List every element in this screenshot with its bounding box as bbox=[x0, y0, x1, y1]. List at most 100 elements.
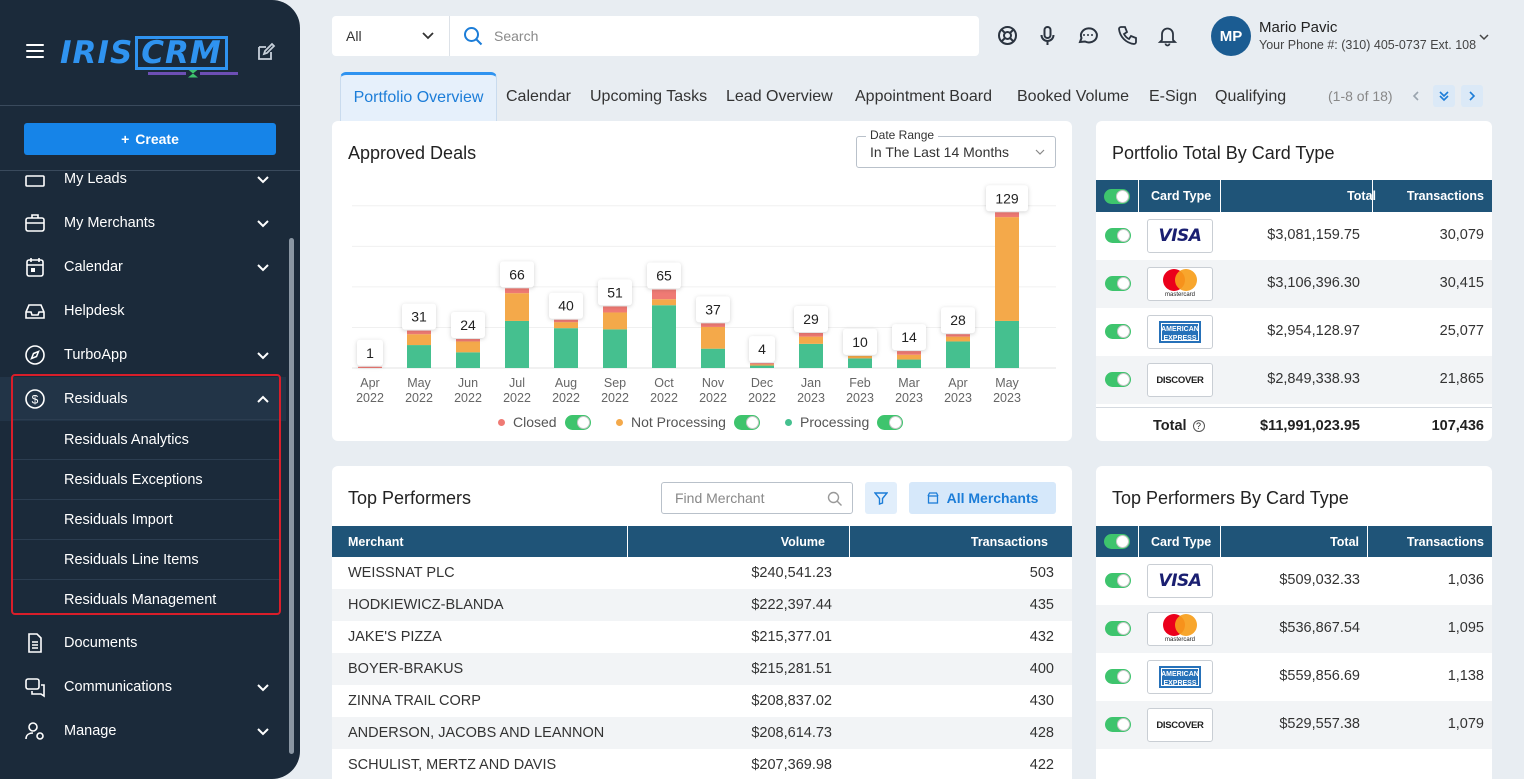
sidebar-item-communications[interactable]: Communications bbox=[0, 665, 286, 709]
sidebar-item-my-merchants[interactable]: My Merchants bbox=[0, 201, 286, 245]
data-label-bg bbox=[549, 292, 583, 319]
data-label-bg bbox=[357, 339, 383, 366]
amex-logo: AMERICAN EXPRESS bbox=[1147, 315, 1213, 349]
tab-qualifying[interactable]: Qualifying bbox=[1215, 88, 1287, 105]
lifebuoy-icon[interactable] bbox=[996, 24, 1019, 47]
sidebar-item-documents[interactable]: Documents bbox=[0, 621, 286, 665]
sidebar-item-residuals[interactable]: $ Residuals bbox=[0, 377, 286, 421]
sidebar-item-my-leads[interactable]: My Leads bbox=[0, 171, 286, 201]
filter-button[interactable] bbox=[865, 482, 897, 514]
search-scope-select[interactable]: All bbox=[332, 16, 450, 56]
bar-segment bbox=[701, 326, 725, 349]
visa-toggle[interactable] bbox=[1105, 573, 1131, 588]
chat-icon[interactable] bbox=[1076, 24, 1099, 47]
sidebar-subitem-residuals-line-items[interactable]: Residuals Line Items bbox=[12, 539, 280, 579]
discover-toggle[interactable] bbox=[1105, 372, 1131, 387]
tabs-prev-button[interactable] bbox=[1405, 85, 1427, 107]
data-label-bg bbox=[749, 336, 775, 363]
sidebar-item-manage[interactable]: Manage bbox=[0, 709, 286, 753]
table-row[interactable]: ANDERSON, JACOBS AND LEANNON $208,614.73 4… bbox=[332, 717, 1072, 749]
tab-upcoming-tasks[interactable]: Upcoming Tasks bbox=[590, 88, 708, 105]
iris-crm-logo[interactable]: IRIS CRM bbox=[60, 33, 228, 73]
sidebar-scrollbar[interactable] bbox=[289, 238, 294, 754]
card-type-row: VISA $3,081,159.75 30,079 bbox=[1096, 212, 1492, 260]
sidebar-item-calendar[interactable]: Calendar bbox=[0, 245, 286, 289]
all-merchants-button[interactable]: All Merchants bbox=[909, 482, 1056, 514]
tab-appointment-board[interactable]: Appointment Board bbox=[855, 88, 992, 105]
table-row[interactable]: BOYER-BRAKUS $215,281.51 400 bbox=[332, 653, 1072, 685]
data-label: 31 bbox=[411, 309, 427, 325]
tab-lead-overview[interactable]: Lead Overview bbox=[726, 88, 833, 105]
sidebar-item-helpdesk[interactable]: Helpdesk bbox=[0, 289, 286, 333]
approved-deals-card: Approved Deals Date Range In The Last 14… bbox=[332, 121, 1072, 441]
create-button[interactable]: + Create bbox=[24, 123, 276, 155]
sidebar-subitem-residuals-management[interactable]: Residuals Management bbox=[12, 579, 280, 619]
data-label-bg bbox=[402, 303, 436, 330]
bar-segment bbox=[505, 288, 529, 294]
amex-toggle[interactable] bbox=[1105, 669, 1131, 684]
data-label: 65 bbox=[656, 268, 672, 284]
not-processing-toggle[interactable] bbox=[733, 414, 760, 430]
chevron-down-icon bbox=[256, 172, 270, 186]
tabs-next-button[interactable] bbox=[1461, 85, 1483, 107]
date-range-select[interactable]: Date Range In The Last 14 Months bbox=[856, 128, 1056, 168]
data-label-bg bbox=[647, 262, 681, 289]
find-merchant-input[interactable] bbox=[675, 483, 825, 513]
x-tick-label-year: 2022 bbox=[601, 391, 629, 405]
legend-closed[interactable]: Closed bbox=[498, 414, 591, 430]
table-row[interactable]: WEISSNAT PLC $240,541.23 503 bbox=[348, 565, 1054, 581]
table-row[interactable]: ZINNA TRAIL CORP $208,837.02 430 bbox=[348, 693, 1054, 709]
discover-toggle[interactable] bbox=[1105, 717, 1131, 732]
residuals-highlight-box bbox=[11, 374, 281, 615]
tab-calendar[interactable]: Calendar bbox=[506, 88, 571, 105]
mastercard-toggle[interactable] bbox=[1105, 276, 1131, 291]
sidebar-subitem-residuals-import[interactable]: Residuals Import bbox=[12, 499, 280, 539]
legend-not-processing[interactable]: Not Processing bbox=[616, 414, 760, 430]
x-tick-label-month: Feb bbox=[849, 376, 871, 390]
x-tick-label-year: 2022 bbox=[650, 391, 678, 405]
tab-e-sign[interactable]: E-Sign bbox=[1149, 88, 1198, 105]
data-label: 1 bbox=[366, 345, 374, 361]
search-input[interactable] bbox=[494, 16, 964, 56]
closed-toggle[interactable] bbox=[564, 414, 591, 430]
visa-toggle[interactable] bbox=[1105, 228, 1131, 243]
filter-icon bbox=[874, 491, 888, 505]
edit-icon[interactable] bbox=[256, 42, 276, 62]
bar-segment bbox=[358, 366, 382, 368]
tab-portfolio-overview[interactable]: Portfolio Overview bbox=[340, 72, 497, 121]
mastercard-toggle[interactable] bbox=[1105, 621, 1131, 636]
avatar[interactable]: MP bbox=[1211, 16, 1251, 56]
sidebar-item-turboapp[interactable]: TurboApp bbox=[0, 333, 286, 377]
amex-toggle[interactable] bbox=[1105, 324, 1131, 339]
tabs-expand-button[interactable] bbox=[1433, 85, 1455, 107]
top-performers-table-header: Merchant Volume Transactions bbox=[332, 526, 1072, 557]
card-type-table-header: Card Type Total Transactions bbox=[1096, 526, 1492, 557]
bar-segment bbox=[456, 339, 480, 342]
bell-icon[interactable] bbox=[1156, 24, 1179, 47]
bar-segment bbox=[946, 341, 970, 368]
bar-segment bbox=[848, 358, 872, 368]
plus-icon: + bbox=[121, 131, 130, 147]
bar-segment bbox=[946, 336, 970, 342]
phone-icon[interactable] bbox=[1116, 24, 1139, 47]
bar-segment bbox=[456, 352, 480, 368]
bar-segment bbox=[946, 334, 970, 337]
all-card-types-toggle[interactable] bbox=[1104, 188, 1130, 204]
all-card-types-toggle[interactable] bbox=[1104, 534, 1130, 549]
table-row[interactable]: SCHULIST, MERTZ AND DAVIS $207,369.98 422 bbox=[348, 757, 1054, 773]
help-icon[interactable]: ? bbox=[1192, 420, 1205, 432]
x-tick-label-year: 2023 bbox=[846, 391, 874, 405]
microphone-icon[interactable] bbox=[1036, 24, 1059, 47]
table-row[interactable]: JAKE'S PIZZA $215,377.01 432 bbox=[348, 629, 1054, 645]
sidebar-subitem-residuals-analytics[interactable]: Residuals Analytics bbox=[12, 419, 280, 459]
processing-toggle[interactable] bbox=[877, 414, 904, 430]
bar-segment bbox=[407, 334, 431, 346]
x-tick-label-month: May bbox=[407, 376, 431, 390]
user-menu[interactable]: MP Mario Pavic Your Phone #: (310) 405-0… bbox=[1211, 16, 1511, 56]
chevron-down-icon bbox=[256, 680, 270, 694]
tab-booked-volume[interactable]: Booked Volume bbox=[1017, 88, 1130, 105]
table-row[interactable]: HODKIEWICZ-BLANDA $222,397.44 435 bbox=[332, 589, 1072, 621]
sidebar-subitem-residuals-exceptions[interactable]: Residuals Exceptions bbox=[12, 459, 280, 499]
legend-processing[interactable]: Processing bbox=[785, 414, 904, 430]
hamburger-menu-icon[interactable] bbox=[26, 44, 44, 58]
